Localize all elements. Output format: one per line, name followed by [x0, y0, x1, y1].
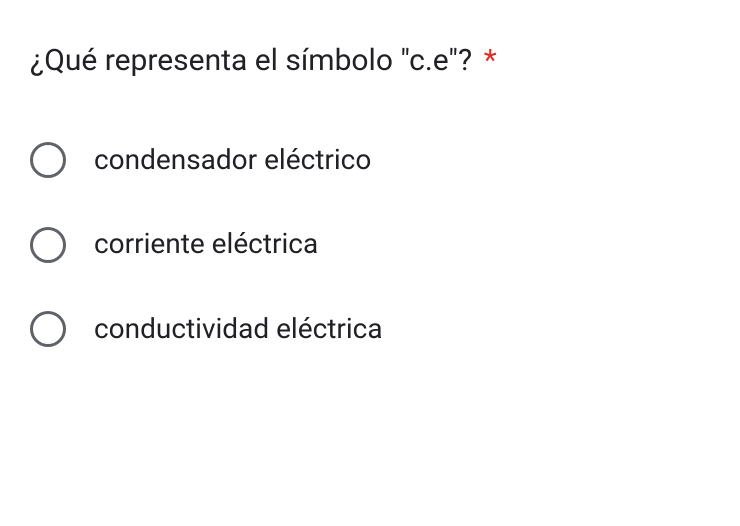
option-label: condensador eléctrico — [94, 142, 371, 178]
radio-icon — [30, 311, 66, 347]
radio-option[interactable]: conductividad eléctrica — [30, 311, 710, 347]
options-list: condensador eléctrico corriente eléctric… — [30, 142, 710, 347]
radio-option[interactable]: corriente eléctrica — [30, 226, 710, 262]
radio-icon — [30, 142, 66, 178]
radio-option[interactable]: condensador eléctrico — [30, 142, 710, 178]
radio-icon — [30, 227, 66, 263]
option-label: corriente eléctrica — [94, 226, 318, 262]
option-label: conductividad eléctrica — [94, 311, 383, 347]
question-container: ¿Qué representa el símbolo "c.e"? * cond… — [30, 40, 710, 347]
required-asterisk: * — [484, 43, 497, 78]
question-title: ¿Qué representa el símbolo "c.e"? * — [30, 40, 710, 82]
question-text: ¿Qué representa el símbolo "c.e"? — [30, 43, 472, 78]
